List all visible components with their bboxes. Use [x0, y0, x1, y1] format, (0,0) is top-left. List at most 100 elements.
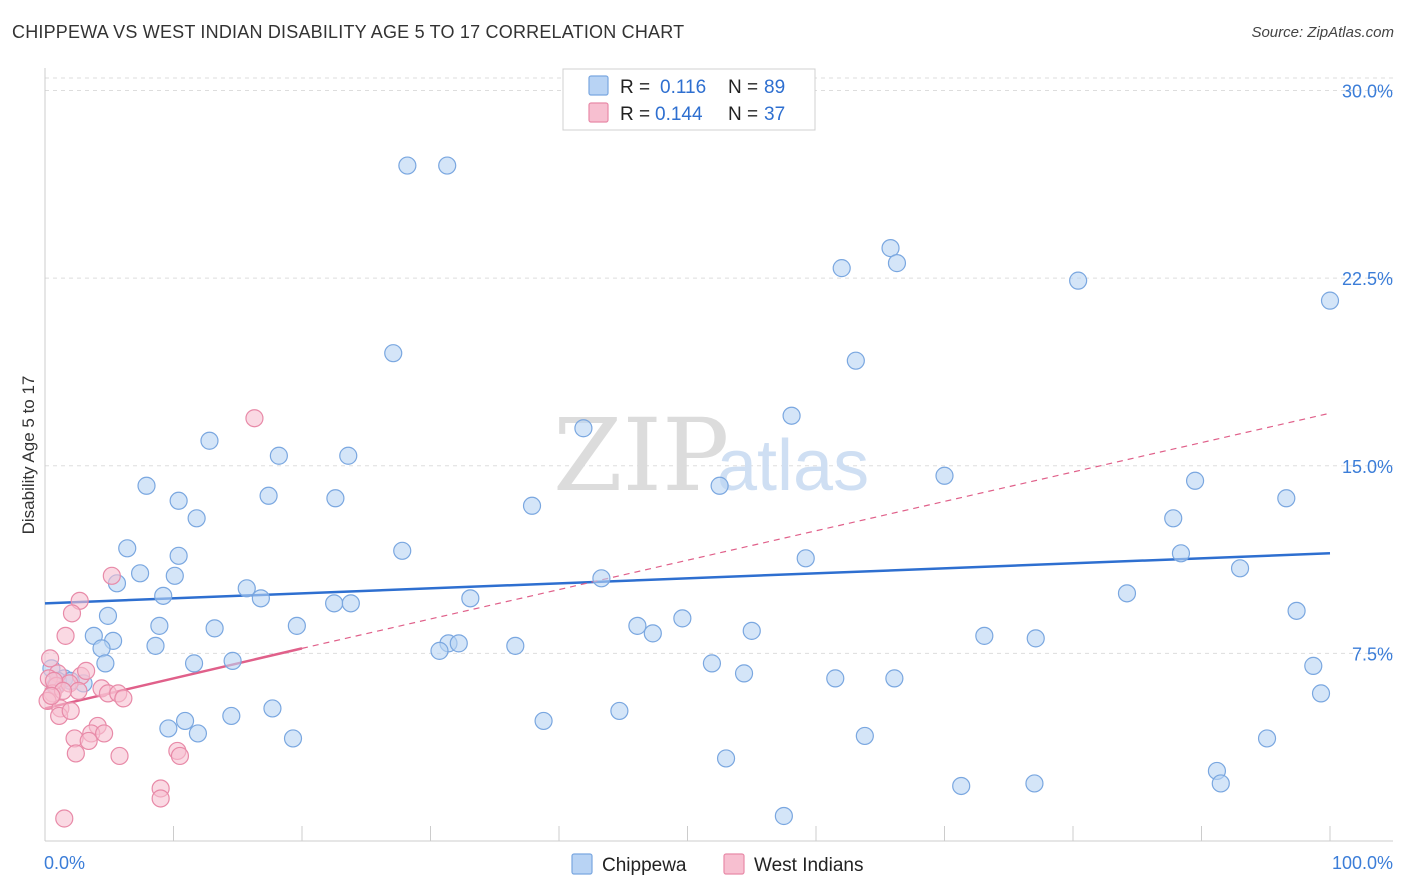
chippewa-point-5	[832, 259, 851, 278]
chippewa-point-10	[574, 419, 593, 438]
chippewa-point-17	[710, 476, 729, 495]
chippewa-point-20	[326, 489, 345, 508]
chippewa-point-29	[796, 549, 815, 568]
chippewa-point-74	[885, 669, 904, 688]
chippewa-point-42	[1287, 601, 1306, 620]
y-tick-labels: 7.5% 15.0% 22.5% 30.0%	[1342, 82, 1393, 665]
chippewa-point-1	[438, 156, 457, 175]
chippewa-point-47	[628, 616, 647, 635]
legend-swatch-chippewa	[588, 75, 609, 96]
trend-line-chippewa	[44, 552, 1331, 605]
chippewa-point-71	[430, 641, 449, 660]
axes	[44, 68, 1393, 842]
data-points	[38, 156, 1340, 828]
chippewa-point-13	[339, 446, 358, 465]
legend-r-label-west-indians: R =	[620, 104, 650, 125]
chippewa-point-2	[384, 344, 403, 363]
chippewa-point-63	[263, 699, 282, 718]
chippewa-point-11	[200, 431, 219, 450]
chippewa-point-84	[855, 726, 874, 746]
chippewa-point-46	[287, 616, 306, 635]
chippewa-point-88	[1257, 729, 1277, 748]
bottom-legend-label-west-indians: West Indians	[754, 855, 863, 876]
chippewa-point-85	[952, 776, 971, 796]
chippewa-point-82	[283, 729, 303, 748]
west-indians-point-35	[114, 689, 133, 708]
legend-box: R = 0.116 N = 89 R = 0.144 N = 37	[562, 68, 816, 131]
legend-swatch-west-indians	[588, 102, 609, 123]
chippewa-point-15	[1185, 471, 1205, 490]
west-indians-point-13	[69, 681, 88, 701]
y-axis-label: Disability Age 5 to 17	[19, 376, 38, 535]
chippewa-point-91	[534, 711, 553, 731]
chippewa-point-89	[1211, 774, 1230, 793]
chippewa-point-61	[96, 654, 115, 673]
chippewa-point-60	[223, 651, 242, 670]
x-tick-label-max: 100.0%	[1332, 853, 1393, 873]
bottom-legend: Chippewa West Indians	[571, 853, 863, 876]
chippewa-point-21	[1277, 489, 1296, 508]
chippewa-point-81	[222, 706, 241, 726]
legend-n-value-west-indians: 37	[764, 104, 785, 125]
chippewa-point-19	[169, 491, 188, 510]
chippewa-point-50	[643, 624, 662, 643]
chippewa-point-58	[975, 626, 994, 645]
chippewa-point-33	[592, 569, 611, 588]
chippewa-point-77	[734, 664, 754, 683]
chippewa-point-45	[205, 619, 224, 638]
bottom-legend-label-chippewa: Chippewa	[602, 855, 687, 876]
chippewa-point-25	[118, 539, 137, 558]
chippewa-point-44	[150, 616, 169, 635]
chippewa-point-86	[1025, 774, 1044, 793]
legend-r-value-chippewa: 0.116	[660, 77, 706, 98]
chippewa-point-36	[154, 586, 173, 605]
chippewa-point-48	[673, 609, 692, 628]
chippewa-point-62	[184, 654, 204, 673]
chippewa-point-32	[165, 566, 184, 585]
chippewa-point-38	[461, 589, 480, 608]
chippewa-point-73	[826, 669, 845, 688]
chippewa-point-75	[1311, 684, 1331, 703]
west-indians-point-4	[56, 626, 75, 645]
chippewa-point-30	[1230, 559, 1250, 578]
chippewa-point-40	[325, 594, 344, 613]
legend-n-label-west-indians: N =	[728, 104, 758, 125]
west-indians-point-29	[110, 746, 129, 766]
west-indians-point-32	[55, 809, 74, 828]
chippewa-point-35	[237, 579, 256, 598]
chippewa-point-18	[259, 486, 278, 505]
legend-n-label-chippewa: N =	[728, 77, 758, 98]
chippewa-point-57	[506, 636, 525, 655]
watermark-atlas: atlas	[717, 426, 869, 506]
west-indians-point-3	[62, 604, 82, 623]
chippewa-point-28	[1171, 544, 1191, 563]
trend-line-west-indians	[44, 647, 303, 710]
legend-r-label-chippewa: R =	[620, 77, 650, 98]
chart-title: CHIPPEWA VS WEST INDIAN DISABILITY AGE 5…	[12, 22, 685, 42]
legend-r-value-west-indians: 0.144	[655, 104, 703, 125]
chippewa-point-76	[1304, 656, 1323, 675]
chippewa-point-56	[449, 634, 468, 653]
chippewa-point-9	[782, 406, 801, 425]
source-credit: Source: ZipAtlas.com	[1251, 24, 1394, 41]
chippewa-point-26	[393, 541, 412, 560]
west-indians-point-8	[77, 661, 96, 680]
chippewa-point-59	[1026, 629, 1045, 648]
west-indians-point-20	[61, 701, 80, 721]
west-indians-point-25	[79, 731, 98, 751]
west-indians-point-1	[102, 566, 121, 585]
y-tick-label-2: 22.5%	[1342, 269, 1393, 289]
chippewa-point-22	[522, 496, 542, 515]
chippewa-point-7	[1320, 291, 1340, 310]
chippewa-point-0	[398, 156, 417, 175]
chippewa-point-53	[92, 639, 111, 658]
chippewa-point-16	[137, 476, 156, 495]
chippewa-point-4	[887, 254, 907, 273]
chippewa-point-64	[610, 701, 629, 721]
y-tick-label-0: 7.5%	[1352, 644, 1393, 664]
chippewa-point-54	[146, 636, 165, 655]
chippewa-point-23	[187, 509, 206, 528]
chippewa-point-24	[1164, 509, 1183, 528]
west-indians-point-0	[245, 409, 264, 428]
